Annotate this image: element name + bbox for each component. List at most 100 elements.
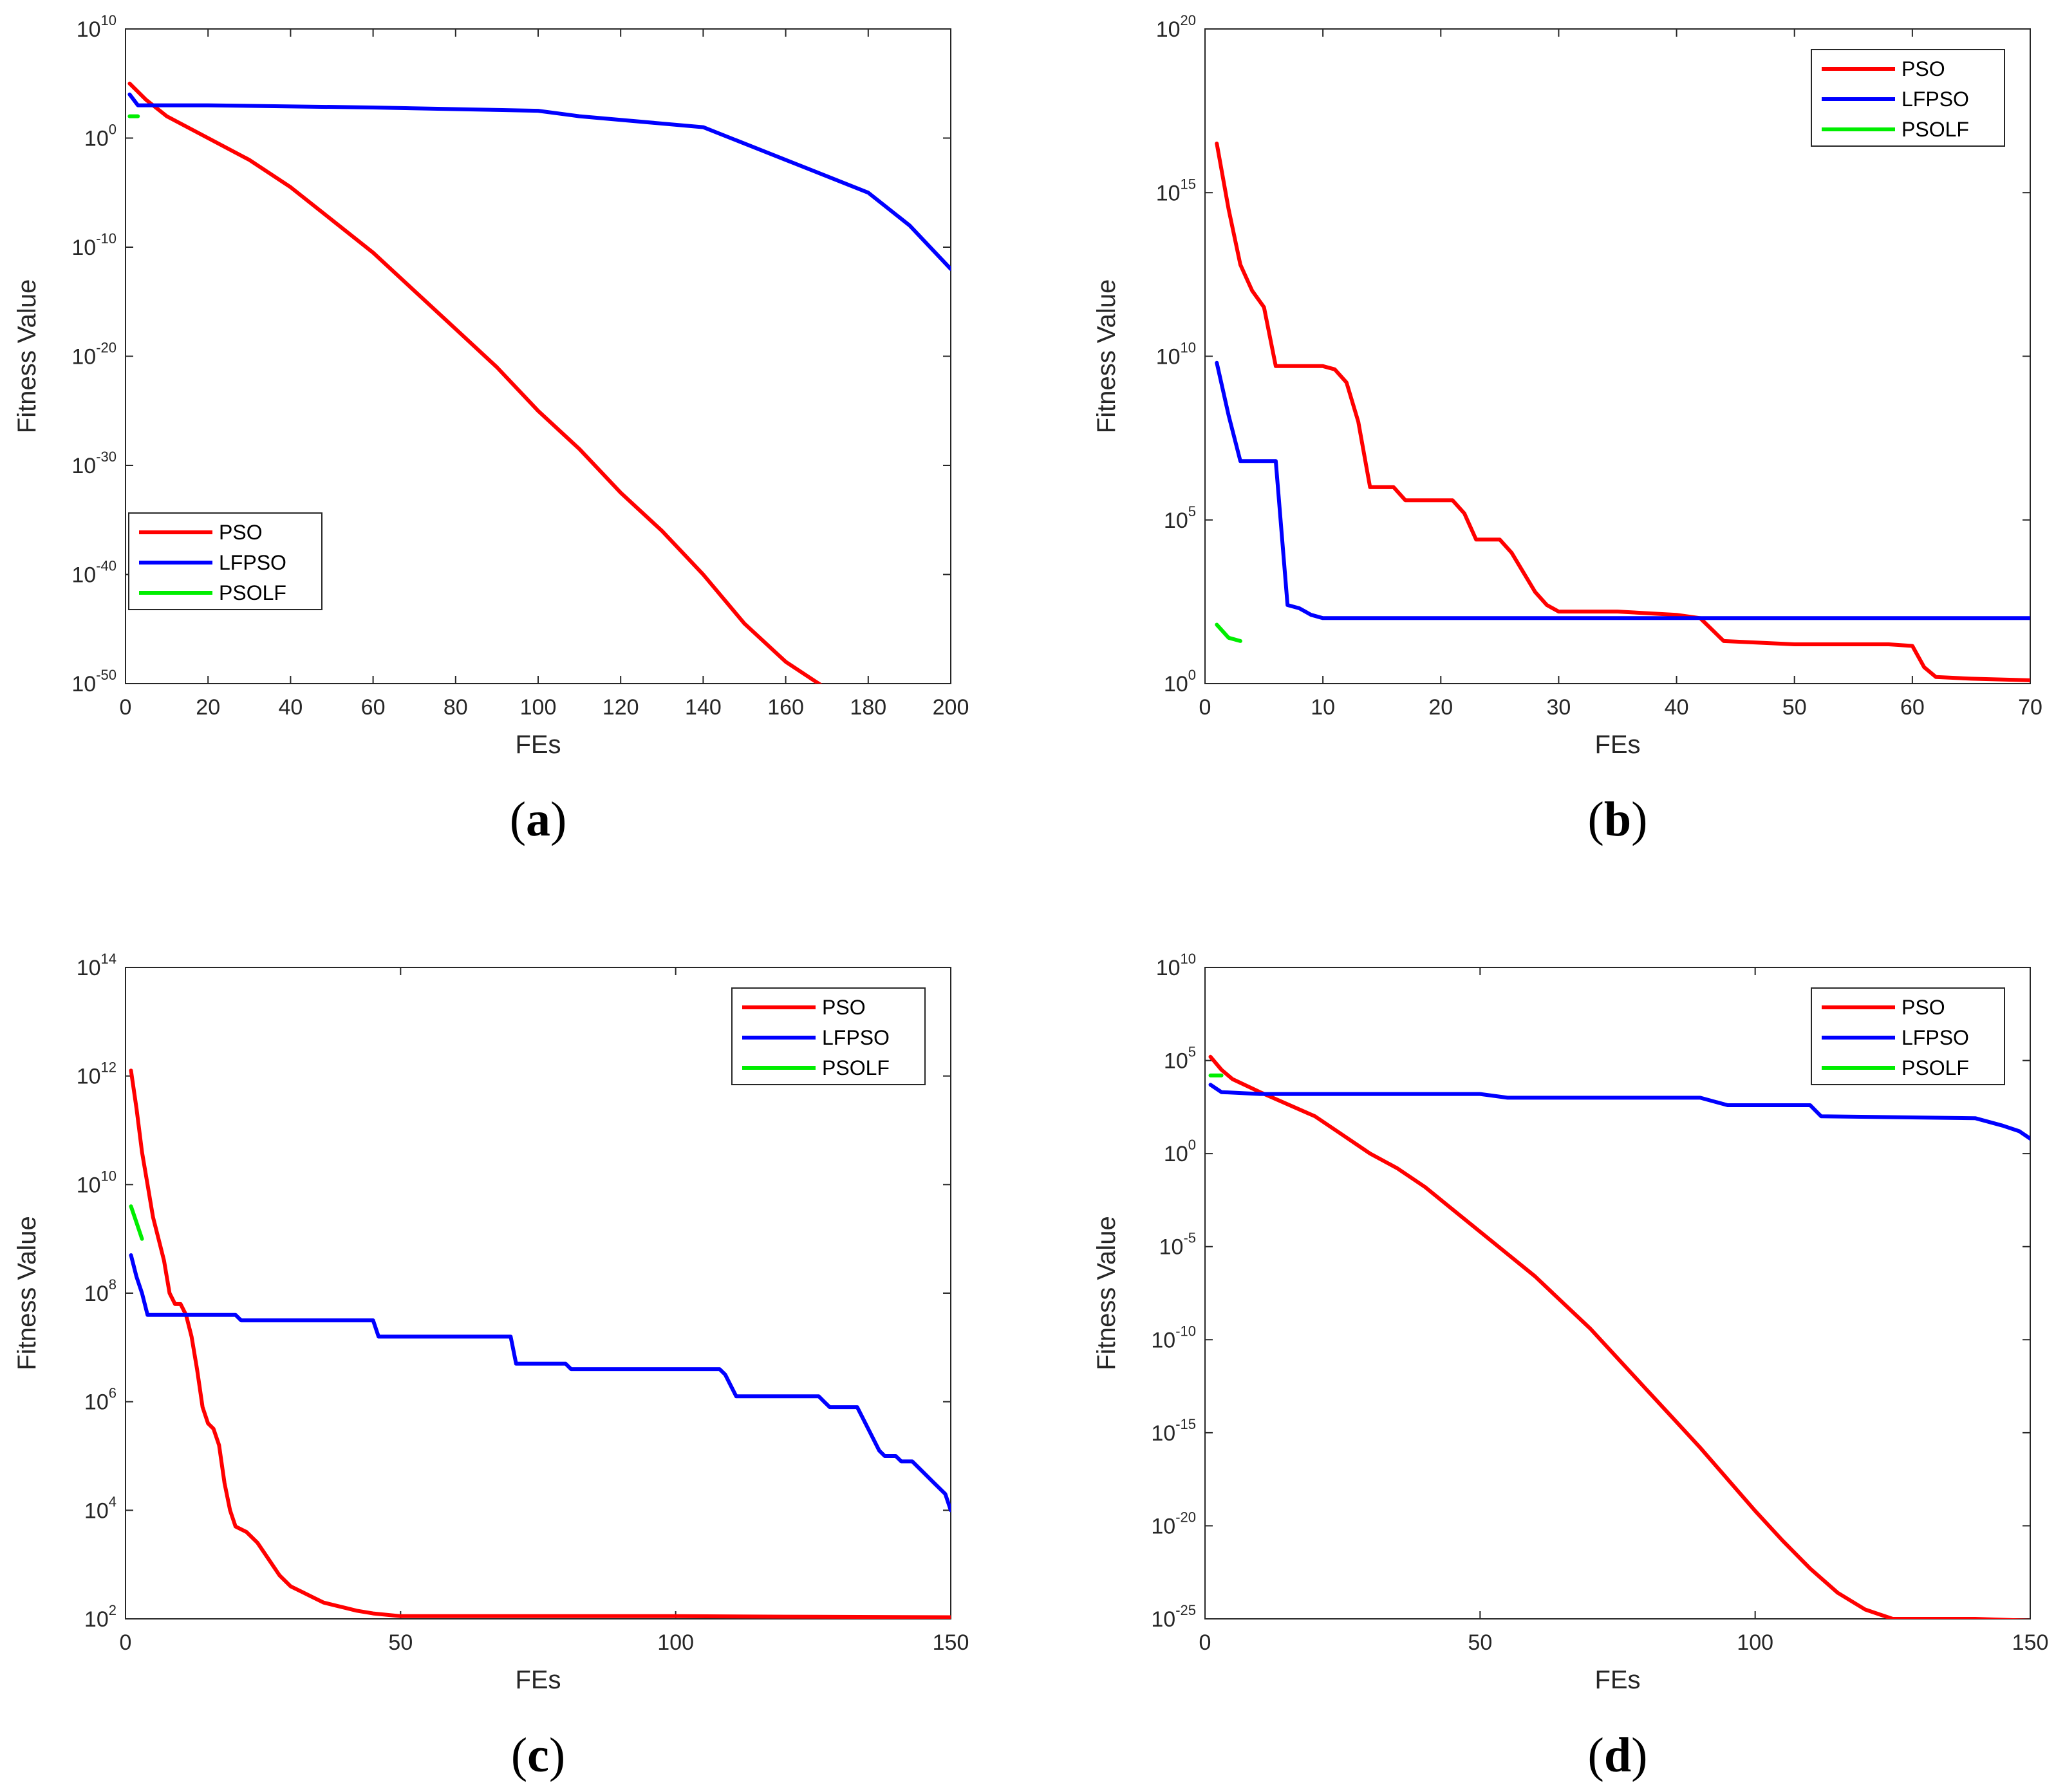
y-axis-label: Fitness Value: [13, 1216, 41, 1370]
x-tick-label: 10: [1311, 695, 1335, 720]
y-tick-exponent: 10: [101, 1168, 117, 1184]
x-axis-label: FEs: [515, 731, 561, 759]
legend-label-pso: PSO: [822, 996, 866, 1019]
legend: PSO LFPSO PSOLF: [1811, 49, 2005, 147]
y-tick-label: 104: [84, 1493, 117, 1523]
y-tick-label: 1010: [77, 12, 117, 42]
panel-b: 0 10 20 30 40 50 60 70100105101010151020FEsFitn…: [1092, 12, 2042, 846]
legend: PSO LFPSO PSOLF: [1811, 987, 2005, 1085]
y-tick-label: 10-20: [71, 340, 117, 369]
y-tick-label: 1010: [1156, 951, 1196, 980]
x-tick-label: 0: [1199, 1630, 1211, 1655]
y-tick-exponent: -30: [96, 449, 117, 465]
y-tick-exponent: 5: [1188, 503, 1196, 519]
y-tick-label: 1014: [77, 951, 117, 980]
y-tick-label: 1012: [77, 1059, 117, 1089]
y-tick-exponent: 10: [1181, 340, 1196, 356]
y-tick-label: 10-20: [1151, 1509, 1196, 1538]
y-axis-label: Fitness Value: [13, 279, 41, 433]
legend-label-psolf: PSOLF: [219, 581, 286, 604]
series-line-lfpso: [1215, 360, 2030, 621]
y-tick-exponent: -5: [1183, 1230, 1196, 1246]
y-tick-exponent: 2: [109, 1602, 117, 1618]
y-tick-exponent: 12: [101, 1059, 117, 1076]
x-axis-label: FEs: [1594, 731, 1640, 759]
x-tick-label: 160: [767, 695, 804, 720]
x-tick-label: 80: [444, 695, 468, 720]
y-tick-exponent: 5: [1188, 1044, 1196, 1060]
y-tick-label: 105: [1164, 503, 1196, 533]
y-tick-label: 105: [1164, 1044, 1196, 1074]
x-tick-label: 0: [120, 1630, 132, 1655]
panel-caption: (c): [511, 1728, 565, 1782]
y-tick-exponent: 10: [101, 12, 117, 28]
legend-label-lfpso: LFPSO: [822, 1026, 890, 1049]
y-tick-label: 100: [84, 122, 117, 151]
x-tick-label: 40: [1665, 695, 1689, 720]
legend-label-pso: PSO: [1901, 996, 1945, 1019]
legend-label-psolf: PSOLF: [1901, 118, 1969, 141]
legend-label-lfpso: LFPSO: [1901, 1026, 1969, 1049]
x-tick-label: 100: [657, 1630, 694, 1655]
x-tick-label: 150: [933, 1630, 969, 1655]
series-line-lfpso: [1208, 1083, 2030, 1141]
y-tick-label: 100: [1164, 667, 1196, 696]
legend-label-lfpso: LFPSO: [1901, 88, 1969, 111]
y-tick-exponent: 15: [1181, 176, 1196, 192]
series-line-lfpso: [129, 1253, 951, 1513]
y-tick-exponent: 0: [1188, 1137, 1196, 1153]
panel-caption: (d): [1588, 1728, 1648, 1782]
y-tick-label: 10-10: [71, 230, 117, 260]
legend-label-lfpso: LFPSO: [219, 551, 286, 574]
y-tick-exponent: -20: [1175, 1509, 1196, 1525]
x-tick-label: 30: [1547, 695, 1571, 720]
x-tick-label: 50: [1782, 695, 1807, 720]
y-tick-exponent: 10: [1181, 951, 1196, 967]
x-tick-label: 0: [1199, 695, 1211, 720]
y-tick-label: 1010: [77, 1168, 117, 1197]
panel-a: 0 20 40 60 80 100 120 140 160 180 20010-5010-4010-…: [13, 12, 969, 846]
x-tick-label: 120: [603, 695, 639, 720]
y-tick-label: 10-25: [1151, 1602, 1196, 1632]
y-tick-label: 100: [1164, 1137, 1196, 1166]
legend-label-psolf: PSOLF: [1901, 1056, 1969, 1079]
legend-label-psolf: PSOLF: [822, 1056, 890, 1079]
y-axis-label: Fitness Value: [1092, 1216, 1121, 1370]
y-tick-exponent: 8: [109, 1276, 117, 1293]
y-tick-exponent: -10: [96, 230, 117, 247]
x-tick-label: 100: [520, 695, 557, 720]
series-line-pso: [1215, 142, 2030, 682]
x-tick-label: 200: [933, 695, 969, 720]
y-tick-label: 1015: [1156, 176, 1196, 205]
series-line-lfpso: [127, 92, 951, 271]
x-tick-label: 0: [120, 695, 132, 720]
y-tick-exponent: -15: [1175, 1416, 1196, 1432]
x-tick-label: 60: [1900, 695, 1925, 720]
panel-d: 0 50 100 15010-2510-2010-1510-1010-51001051…: [1092, 951, 2048, 1782]
x-tick-label: 60: [361, 695, 386, 720]
y-tick-exponent: -40: [96, 558, 117, 574]
y-tick-label: 1020: [1156, 12, 1196, 42]
y-tick-label: 106: [84, 1385, 117, 1415]
x-tick-label: 180: [850, 695, 886, 720]
y-tick-label: 102: [84, 1602, 117, 1632]
y-tick-exponent: 0: [1188, 667, 1196, 683]
x-axis-label: FEs: [1594, 1666, 1640, 1694]
y-axis-label: Fitness Value: [1092, 279, 1121, 433]
series-line-pso: [1208, 1054, 2030, 1619]
legend-label-pso: PSO: [1901, 57, 1945, 80]
x-tick-label: 140: [685, 695, 722, 720]
y-tick-label: 10-10: [1151, 1323, 1196, 1352]
panel-caption: (a): [510, 792, 567, 846]
y-tick-label: 108: [84, 1276, 117, 1306]
legend-label-pso: PSO: [219, 521, 263, 544]
panel-c: 0 50 100 150102104106108101010121014FEsFitn…: [13, 951, 969, 1782]
x-axis-label: FEs: [515, 1666, 561, 1694]
x-tick-label: 70: [2018, 695, 2042, 720]
x-tick-label: 50: [388, 1630, 413, 1655]
series-line-psolf: [1215, 622, 1242, 643]
y-tick-label: 10-5: [1159, 1230, 1196, 1260]
series-line-psolf: [129, 1204, 144, 1241]
y-tick-exponent: -25: [1175, 1602, 1196, 1618]
